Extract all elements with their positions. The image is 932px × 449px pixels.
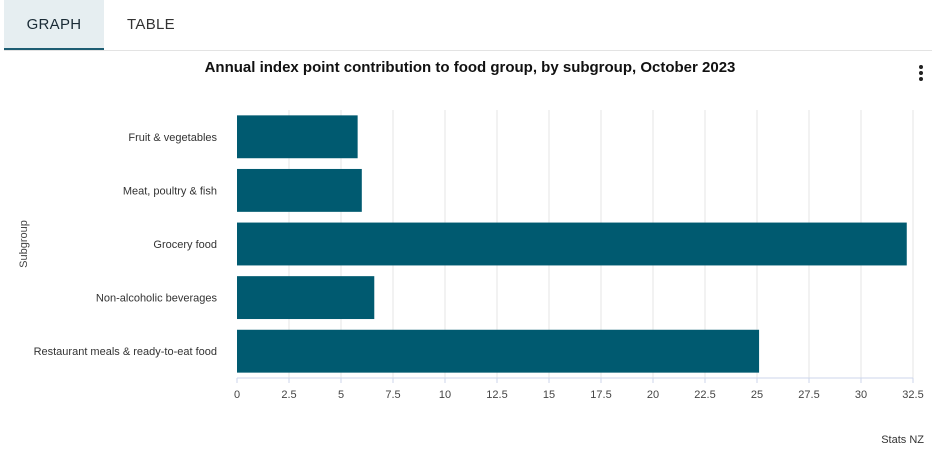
source-credit: Stats NZ [881, 434, 924, 446]
category-label: Meat, poultry & fish [123, 185, 217, 197]
vertical-ellipsis-icon[interactable] [912, 62, 930, 84]
x-tick-label: 12.5 [486, 389, 507, 401]
x-tick-label: 7.5 [385, 389, 400, 401]
bar[interactable] [237, 222, 907, 266]
x-tick-label: 27.5 [798, 389, 819, 401]
tab-graph[interactable]: GRAPH [4, 0, 104, 50]
y-axis-title: Subgroup [18, 220, 30, 268]
x-tick-label: 17.5 [590, 389, 611, 401]
x-tick-label: 32.5 [902, 389, 923, 401]
x-tick-label: 10 [439, 389, 451, 401]
x-tick-label: 5 [338, 389, 344, 401]
category-label: Restaurant meals & ready-to-eat food [34, 346, 217, 358]
x-tick-label: 15 [543, 389, 555, 401]
category-label: Fruit & vegetables [128, 132, 217, 144]
tab-table[interactable]: TABLE [127, 16, 175, 33]
x-tick-label: 20 [647, 389, 659, 401]
bar[interactable] [237, 115, 358, 159]
x-tick-label: 22.5 [694, 389, 715, 401]
bar[interactable] [237, 276, 375, 320]
category-label: Non-alcoholic beverages [96, 293, 218, 305]
x-tick-label: 0 [234, 389, 240, 401]
x-tick-label: 25 [751, 389, 763, 401]
category-label: Grocery food [153, 239, 217, 251]
tab-bar: GRAPH TABLE [4, 0, 932, 51]
bar[interactable] [237, 168, 362, 212]
x-tick-label: 30 [855, 389, 867, 401]
bar[interactable] [237, 329, 760, 373]
chart-title: Annual index point contribution to food … [204, 59, 736, 76]
x-tick-label: 2.5 [281, 389, 296, 401]
